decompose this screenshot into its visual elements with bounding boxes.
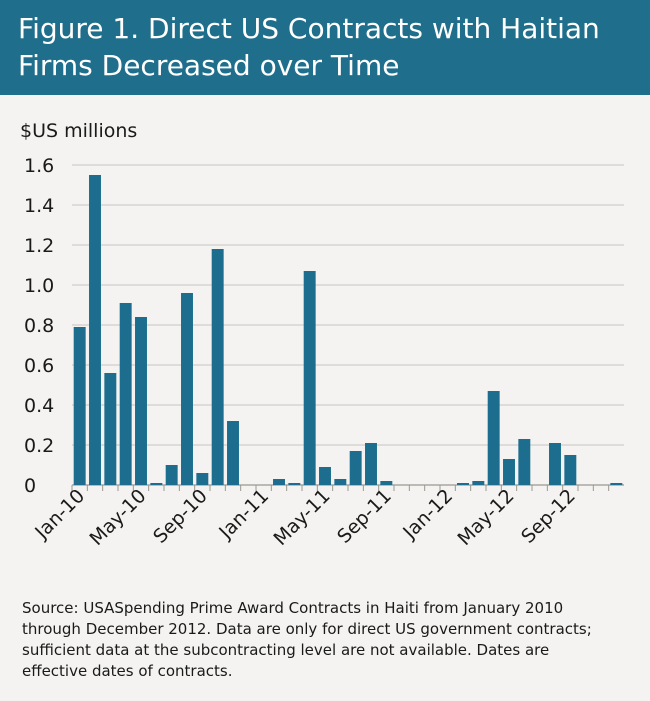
- bar: [288, 483, 301, 485]
- x-tick-label: Jan-11: [214, 485, 273, 544]
- bar: [89, 175, 101, 485]
- y-tick-label: 0.6: [24, 355, 54, 377]
- y-tick-label: 1.0: [24, 275, 54, 297]
- x-tick-label: Sep-12: [517, 485, 580, 548]
- bar: [487, 391, 500, 485]
- y-tick-label: 0.4: [24, 395, 54, 417]
- bar: [104, 373, 117, 485]
- y-tick-label: 1.4: [24, 195, 54, 217]
- caption-line-4: effective dates of contracts.: [22, 662, 233, 680]
- bar: [303, 271, 316, 485]
- figure-title-line-2: Firms Decreased over Time: [18, 49, 400, 82]
- bar: [564, 455, 577, 485]
- bar: [227, 421, 239, 485]
- caption-line-2: through December 2012. Data are only for…: [22, 620, 592, 638]
- bar: [349, 451, 362, 485]
- x-tick-label: Sep-10: [149, 485, 212, 548]
- y-tick-label: 0.2: [24, 435, 54, 457]
- bar: [472, 481, 485, 485]
- x-tick-label: May-12: [453, 485, 518, 550]
- y-tick-label: 0.8: [24, 315, 54, 337]
- bar: [165, 465, 178, 485]
- bar: [457, 483, 469, 485]
- bar: [319, 467, 331, 485]
- x-tick-label: Jan-10: [30, 485, 89, 544]
- y-tick-label: 1.2: [24, 235, 54, 257]
- bar: [196, 473, 209, 485]
- bar: [518, 439, 531, 485]
- bar: [181, 293, 193, 485]
- bar: [610, 483, 623, 485]
- bar: [273, 479, 285, 485]
- bar: [549, 443, 561, 485]
- x-tick-label: Sep-11: [333, 485, 396, 548]
- x-tick-label: May-11: [269, 485, 334, 550]
- bar: [334, 479, 347, 485]
- bar: [73, 327, 86, 485]
- bar: [365, 443, 377, 485]
- bar: [135, 317, 147, 485]
- bar: [119, 303, 132, 485]
- caption-line-1: Source: USASpending Prime Award Contract…: [22, 599, 564, 617]
- x-tick-label: Jan-12: [398, 485, 457, 544]
- chart-area: $US millions 0 0.2 0.4 0.6 0.8 1.0 1.2 1.4 1.6 Jan…: [0, 95, 650, 585]
- figure-title-line-1: Figure 1. Direct US Contracts with Haiti…: [18, 12, 600, 45]
- caption-line-3: sufficient data at the subcontracting le…: [22, 641, 550, 659]
- y-tick-label: 1.6: [24, 155, 54, 177]
- bar: [503, 459, 515, 485]
- figure-title-banner: Figure 1. Direct US Contracts with Haiti…: [0, 0, 650, 95]
- bar: [150, 483, 163, 485]
- x-tick-label: May-10: [85, 485, 150, 550]
- y-axis-label: $US millions: [20, 120, 137, 142]
- source-caption: Source: USASpending Prime Award Contract…: [22, 598, 637, 682]
- bar: [380, 481, 393, 485]
- bar: [211, 249, 224, 485]
- bar-chart: $US millions 0 0.2 0.4 0.6 0.8 1.0 1.2 1.4 1.6 Jan…: [20, 120, 624, 550]
- y-tick-label: 0: [24, 475, 36, 497]
